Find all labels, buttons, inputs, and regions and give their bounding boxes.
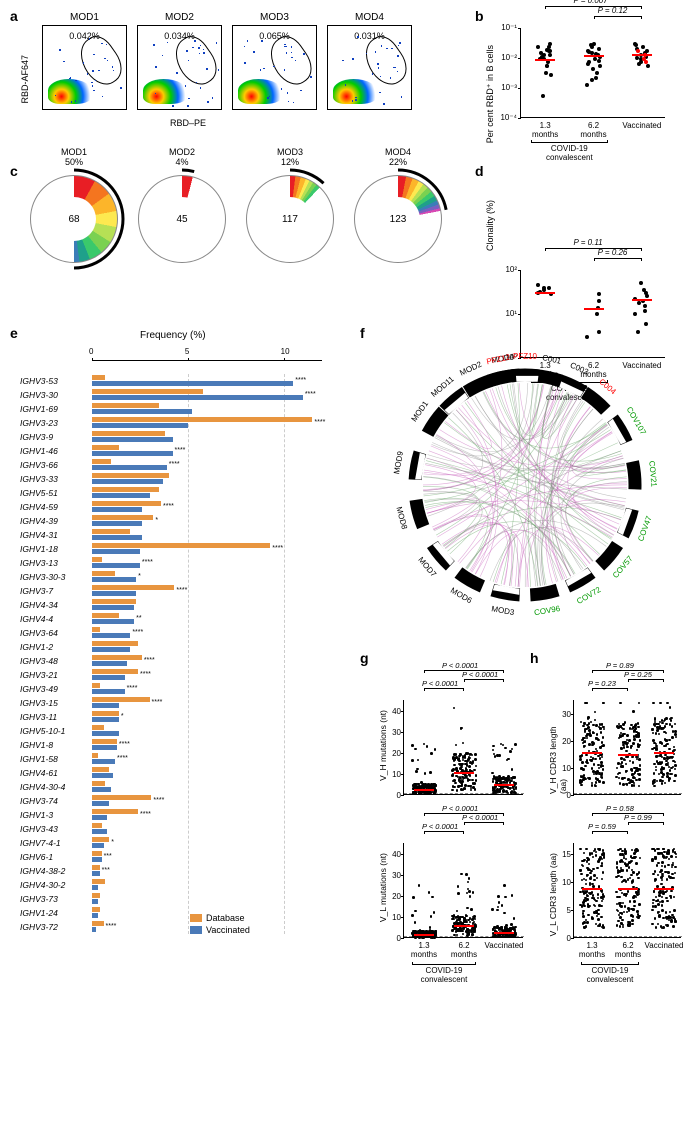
flow-title: MOD3 [260, 12, 289, 23]
gene-row-IGHV3-7: IGHV3-7 **** [20, 584, 330, 598]
flow-plot-MOD4: MOD4 0.031% [327, 25, 412, 110]
panel-e-xaxis-title: Frequency (%) [140, 330, 206, 341]
gene-row-IGHV3-64: IGHV3-64 **** [20, 626, 330, 640]
panel-h-label: h [530, 650, 539, 666]
gene-row-IGHV3-23: IGHV3-23 **** [20, 416, 330, 430]
panel-e-label: e [10, 325, 18, 341]
flow-plot-MOD1: MOD1 0.042% [42, 25, 127, 110]
gene-row-IGHV5-51: IGHV5-51 [20, 486, 330, 500]
flow-title: MOD2 [165, 12, 194, 23]
svg-text:COV21: COV21 [647, 460, 658, 487]
pie-MOD2: MOD24%45 [138, 175, 226, 263]
pie-MOD4: MOD422%123 [354, 175, 442, 263]
gene-row-IGHV3-11: IGHV3-11 * [20, 710, 330, 724]
flow-title: MOD1 [70, 12, 99, 23]
panel-b-yaxis: Per cent RBD⁺ in B cells [485, 45, 495, 143]
gene-row-IGHV3-30-3: IGHV3-30-3 * [20, 570, 330, 584]
flow-plot-MOD3: MOD3 0.065% [232, 25, 317, 110]
svg-text:COV96: COV96 [533, 604, 561, 618]
gene-row-IGHV7-4-1: IGHV7-4-1 * [20, 836, 330, 850]
panel-e-barchart: 0510IGHV3-53 **** IGHV3-30 **** IGHV1-69… [20, 360, 330, 934]
gene-row-IGHV4-59: IGHV4-59 **** [20, 500, 330, 514]
svg-text:C004: C004 [597, 377, 618, 397]
gene-row-IGHV3-13: IGHV3-13 **** [20, 556, 330, 570]
gene-row-IGHV3-66: IGHV3-66 **** [20, 458, 330, 472]
gene-row-IGHV3-74: IGHV3-74 **** [20, 794, 330, 808]
gene-row-IGHV4-30-2: IGHV4-30-2 [20, 878, 330, 892]
gene-row-IGHV3-33: IGHV3-33 [20, 472, 330, 486]
panel-e-legend: DatabaseVaccinated [190, 913, 250, 937]
svg-text:MOD9: MOD9 [392, 450, 405, 475]
panel-a-flow-plots: MOD1 0.042% MOD2 0.034% MOD3 0.065% MOD4… [42, 25, 412, 110]
gene-row-IGHV3-72: IGHV3-72 **** [20, 920, 330, 934]
panel-d-yaxis: Clonality (%) [485, 200, 495, 251]
panel-c-pies: MOD150%68MOD24%45MOD312%117MOD422%123 [30, 175, 442, 263]
pie-MOD3: MOD312%117 [246, 175, 334, 263]
gene-row-IGHV3-73: IGHV3-73 [20, 892, 330, 906]
gene-row-IGHV3-30: IGHV3-30 **** [20, 388, 330, 402]
gene-row-IGHV4-4: IGHV4-4 ** [20, 612, 330, 626]
svg-text:C001: C001 [541, 353, 562, 366]
gene-row-IGHV1-8: IGHV1-8 **** [20, 738, 330, 752]
panel-f-circos: MOD4MOD2MOD11MOD1MOD9MOD8MOD7MOD6MOD3COV… [380, 340, 670, 630]
pie-MOD1: MOD150%68 [30, 175, 118, 263]
gene-row-IGHV5-10-1: IGHV5-10-1 [20, 724, 330, 738]
gene-row-IGHV3-21: IGHV3-21 **** [20, 668, 330, 682]
svg-text:MOD1: MOD1 [410, 399, 431, 424]
panel-g-charts: V_H mutations (nt)010203040P < 0.0001P <… [375, 660, 535, 938]
svg-text:PFZ12: PFZ12 [486, 352, 512, 366]
svg-text:MOD8: MOD8 [394, 506, 409, 531]
svg-text:COV47: COV47 [636, 514, 654, 542]
panel-f-label: f [360, 325, 365, 341]
gene-row-IGHV1-69: IGHV1-69 [20, 402, 330, 416]
svg-text:MOD3: MOD3 [491, 604, 516, 617]
gene-row-IGHV1-3: IGHV1-3 **** [20, 808, 330, 822]
gene-row-IGHV3-53: IGHV3-53 **** [20, 374, 330, 388]
panel-b-scatter: 10⁻⁴10⁻³10⁻²10⁻¹P = 0.007P = 0.121.3 mon… [520, 28, 665, 118]
gene-row-IGHV1-46: IGHV1-46 **** [20, 444, 330, 458]
gene-row-IGHV4-30-4: IGHV4-30-4 [20, 780, 330, 794]
panel-d-label: d [475, 163, 484, 179]
svg-text:PFZ10: PFZ10 [513, 352, 538, 361]
gene-row-IGHV3-49: IGHV3-49 **** [20, 682, 330, 696]
gene-row-IGHV3-48: IGHV3-48 **** [20, 654, 330, 668]
gene-row-IGHV4-38-2: IGHV4-38-2 *** [20, 864, 330, 878]
gene-row-IGHV1-24: IGHV1-24 [20, 906, 330, 920]
gene-row-IGHV3-9: IGHV3-9 [20, 430, 330, 444]
gene-row-IGHV4-31: IGHV4-31 [20, 528, 330, 542]
gene-row-IGHV3-15: IGHV3-15 **** [20, 696, 330, 710]
panel-g-label: g [360, 650, 369, 666]
flow-title: MOD4 [355, 12, 384, 23]
flow-plot-MOD2: MOD2 0.034% [137, 25, 222, 110]
panel-a-yaxis: RBD-AF647 [20, 55, 30, 104]
gene-row-IGHV1-18: IGHV1-18 **** [20, 542, 330, 556]
panel-a-label: a [10, 8, 18, 24]
svg-text:MOD6: MOD6 [449, 586, 474, 606]
gene-row-IGHV1-58: IGHV1-58 **** [20, 752, 330, 766]
gene-row-IGHV4-34: IGHV4-34 [20, 598, 330, 612]
gene-row-IGHV6-1: IGHV6-1 *** [20, 850, 330, 864]
gene-row-IGHV3-43: IGHV3-43 [20, 822, 330, 836]
gene-row-IGHV4-39: IGHV4-39 * [20, 514, 330, 528]
panel-c-label: c [10, 163, 18, 179]
panel-h-charts: V_H CDR3 length (aa)0102030P = 0.89P = 0… [545, 660, 685, 938]
gene-row-IGHV1-2: IGHV1-2 [20, 640, 330, 654]
gene-row-IGHV4-61: IGHV4-61 [20, 766, 330, 780]
svg-text:MOD2: MOD2 [458, 359, 483, 377]
panel-a-xaxis: RBD–PE [170, 118, 206, 128]
svg-text:C003: C003 [569, 361, 591, 377]
panel-b-label: b [475, 8, 484, 24]
